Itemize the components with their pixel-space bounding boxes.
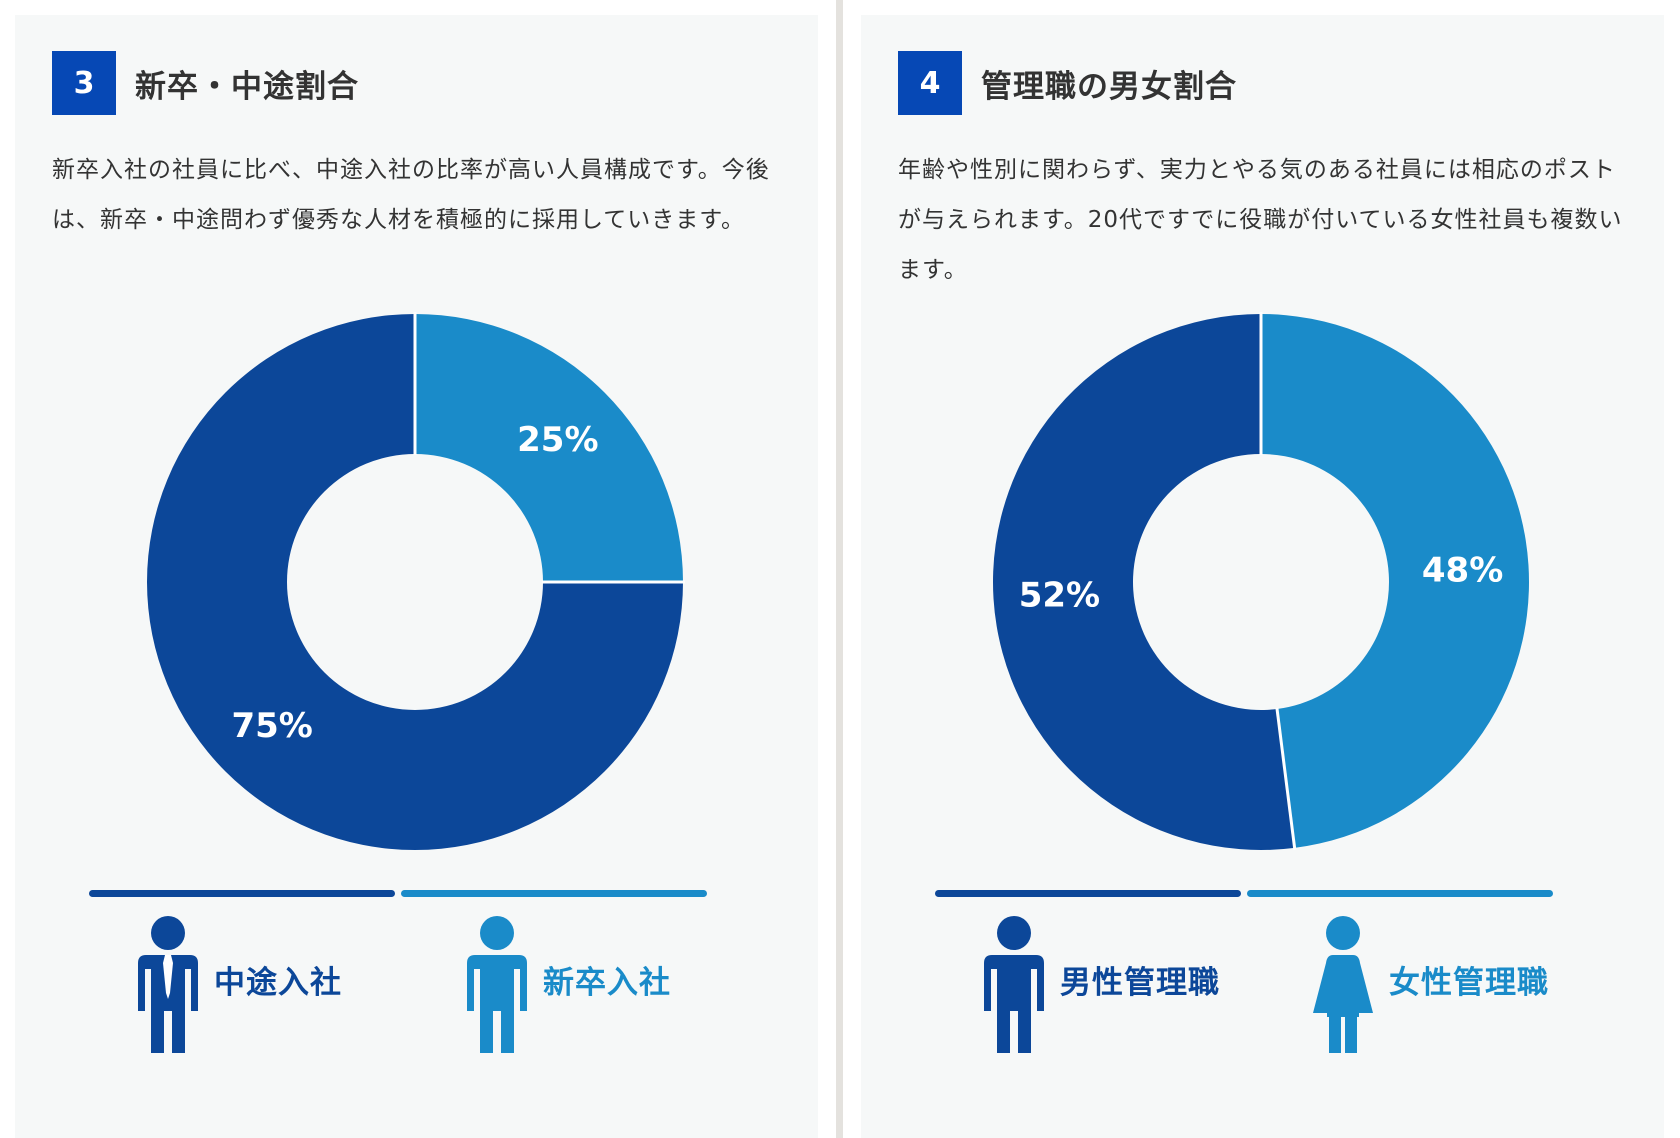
legend-label-midcareer: 中途入社 [214,964,342,1001]
man-icon [984,916,1044,1053]
legend-label-newgrad: 新卒入社 [543,964,671,1001]
legend-item-newgrad: 新卒入社 [467,915,671,1055]
donut-chart-manager-gender: 48% 52% [991,312,1531,852]
donut-slice-1 [415,314,683,582]
slice-percent-label: 52% [1019,576,1100,616]
legend-bar-newgrad [401,890,707,897]
donut-slice-1 [1261,314,1529,848]
slice-percent-label: 75% [231,706,312,746]
legend-bar-male [935,890,1241,897]
legend-item-female: 女性管理職 [1313,915,1549,1055]
section-number-badge: 3 [52,51,116,115]
man-icon [467,916,527,1053]
donut-slice-2 [147,314,683,850]
woman-icon [1313,916,1373,1053]
panel-title: 管理職の男女割合 [981,68,1237,105]
slice-percent-label: 25% [517,420,598,460]
man-with-tie-icon [138,916,198,1053]
donut-chart-new-vs-midcareer: 25% 75% [145,312,685,852]
legend-label-female: 女性管理職 [1389,964,1549,1001]
slice-separator [1275,707,1297,851]
panel-title: 新卒・中途割合 [135,68,359,105]
panel-manager-gender: 4 管理職の男女割合 年齢や性別に関わらず、実力とやる気のある社員には相応のポス… [861,15,1664,1138]
legend-bar-female [1247,890,1553,897]
panel-new-vs-midcareer: 3 新卒・中途割合 新卒入社の社員に比べ、中途入社の比率が高い人員構成です。今後… [15,15,818,1138]
donut-chart-svg: 48% 52% [992,312,1529,851]
legend-item-midcareer: 中途入社 [138,915,342,1055]
panel-description: 年齢や性別に関わらず、実力とやる気のある社員には相応のポストが与えられます。20… [898,157,1623,283]
panel-header: 4 管理職の男女割合 [898,51,1237,115]
donut-chart-svg: 25% 75% [147,312,685,850]
donut-slice-2 [992,314,1295,850]
panel-header: 3 新卒・中途割合 [52,51,359,115]
panel-divider [836,0,843,1138]
legend-label-male: 男性管理職 [1060,964,1220,1001]
section-number-badge: 4 [898,51,962,115]
panel-description: 新卒入社の社員に比べ、中途入社の比率が高い人員構成です。今後は、新卒・中途問わず… [52,157,770,233]
legend-bar-midcareer [89,890,395,897]
legend-item-male: 男性管理職 [984,915,1220,1055]
slice-percent-label: 48% [1422,550,1503,590]
